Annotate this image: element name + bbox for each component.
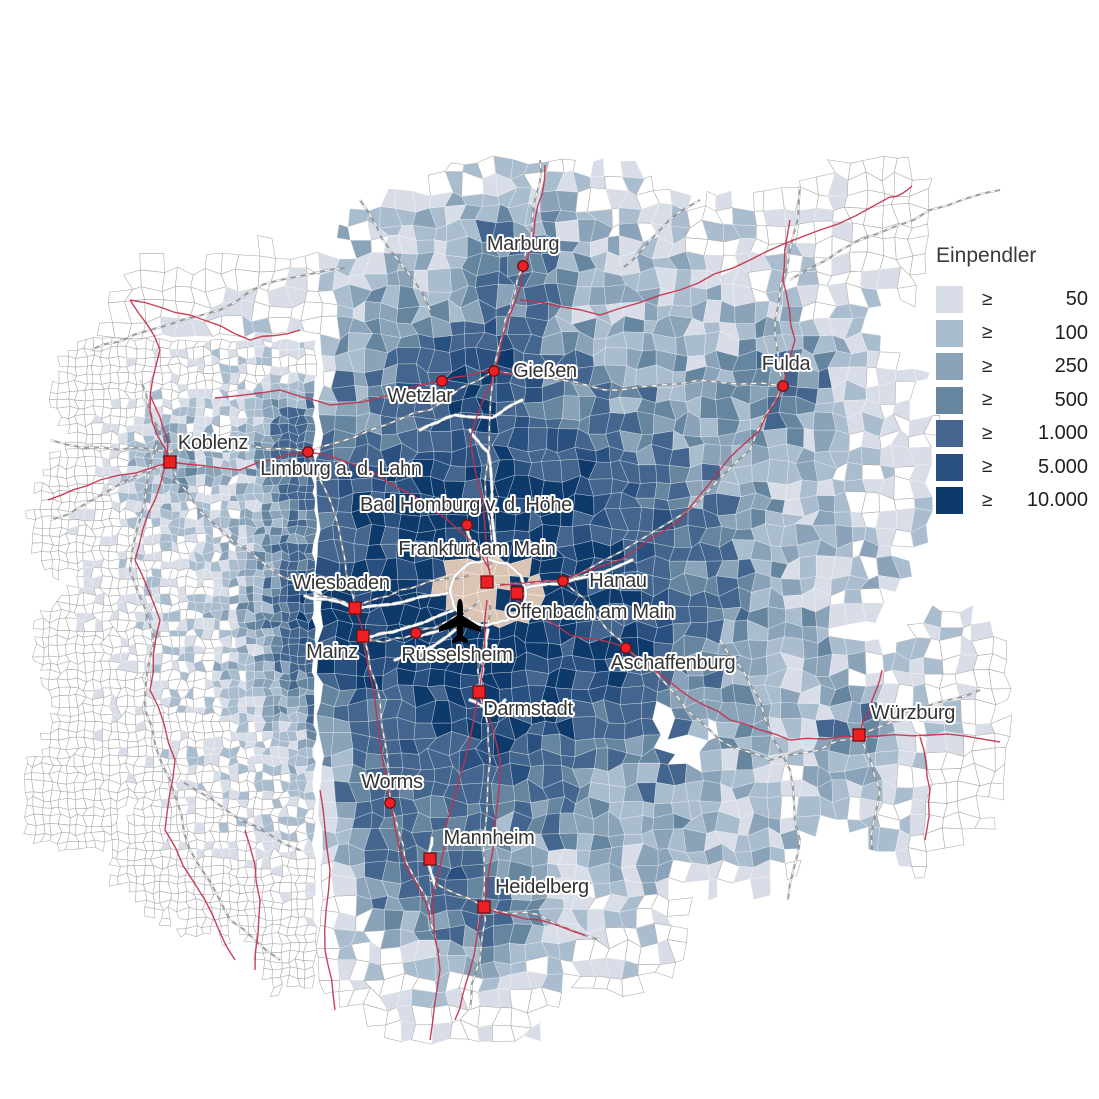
city-marker-frankfurt-am-main (480, 575, 494, 589)
city-marker-w-rzburg (852, 728, 866, 742)
legend-value: 50 (1065, 288, 1088, 311)
city-labels: Marburg Gießen Wetzlar Fulda Koblenz Limburg … (176, 231, 958, 900)
city-label-mannheim: Mannheim (444, 827, 535, 849)
city-label-wetzlar: Wetzlar (387, 385, 453, 407)
city-marker-aschaffenburg (620, 642, 632, 654)
city-label-darmstadt: Darmstadt (483, 698, 573, 720)
city-marker-wetzlar (436, 375, 448, 387)
legend-swatch (936, 453, 963, 481)
legend-operator: ≥ (982, 456, 993, 478)
city-marker-mainz (356, 629, 370, 643)
city-label-heidelberg: Heidelberg (495, 876, 589, 898)
legend-row: ≥1.000 (936, 420, 1088, 448)
city-label-mainz: Mainz (306, 641, 358, 663)
city-marker-bad-homburg-v-d-h-he (461, 519, 473, 531)
city-marker-limburg-a-d-lahn (302, 446, 314, 458)
legend-operator: ≥ (982, 355, 993, 377)
airport-plane-icon (439, 598, 481, 644)
legend-swatch (936, 353, 963, 381)
map-icons (439, 598, 481, 644)
city-label-r-sselsheim: Rüsselsheim (401, 644, 512, 666)
legend-value: 5.000 (1037, 455, 1088, 478)
city-marker-r-sselsheim (410, 627, 422, 639)
city-marker-worms (384, 797, 396, 809)
city-label-offenbach-am-main: Offenbach am Main (505, 601, 674, 623)
legend-value: 100 (1054, 321, 1088, 344)
legend-operator: ≥ (982, 288, 993, 310)
motorway-lines (303, 398, 634, 890)
city-label-bad-homburg-v-d-h-he: Bad Homburg v. d. Höhe (360, 494, 572, 516)
city-label-fulda: Fulda (762, 353, 812, 375)
legend-value: 250 (1054, 355, 1088, 378)
legend-value: 1.000 (1037, 422, 1088, 445)
city-label-limburg-a-d-lahn: Limburg a. d. Lahn (260, 458, 421, 480)
city-label-wiesbaden: Wiesbaden (292, 572, 389, 594)
city-marker-gie-en (488, 365, 500, 377)
legend-row: ≥50 (936, 286, 1088, 314)
city-marker-darmstadt (472, 685, 486, 699)
legend-value: 10.000 (1026, 489, 1088, 512)
legend-row: ≥100 (936, 319, 1088, 348)
city-marker-hanau (557, 575, 569, 587)
legend-title: Einpendler (936, 244, 1037, 267)
city-marker-fulda (777, 380, 789, 392)
legend-swatch (936, 487, 963, 515)
city-marker-mannheim (423, 852, 437, 866)
legend-swatch (936, 319, 963, 347)
legend-operator: ≥ (982, 389, 993, 411)
legend-swatch (936, 420, 963, 448)
city-label-gie-en: Gießen (513, 360, 577, 382)
legend-operator: ≥ (982, 489, 993, 511)
legend-swatch (936, 386, 963, 414)
city-label-koblenz: Koblenz (178, 432, 248, 454)
city-marker-offenbach-am-main (510, 586, 524, 600)
city-label-w-rzburg: Würzburg (871, 702, 955, 724)
city-label-frankfurt-am-main: Frankfurt am Main (398, 538, 555, 560)
legend-row: ≥250 (936, 353, 1088, 381)
legend-value: 500 (1054, 388, 1088, 411)
legend: Einpendler ≥50 ≥100 ≥250 ≥500 ≥1.000 ≥5.000 ≥1… (936, 244, 1088, 521)
legend-swatch (936, 286, 963, 314)
legend-row: ≥10.000 (936, 487, 1088, 515)
railway-lines (49, 159, 1001, 1011)
legend-operator: ≥ (982, 422, 993, 444)
legend-rows: ≥50 ≥100 ≥250 ≥500 ≥1.000 ≥5.000 ≥10.000 (936, 286, 1088, 515)
city-label-worms: Worms (361, 771, 423, 793)
city-marker-koblenz (163, 455, 177, 469)
city-marker-wiesbaden (348, 601, 362, 615)
legend-row: ≥5.000 (936, 453, 1088, 482)
city-markers (163, 260, 866, 914)
city-marker-heidelberg (477, 900, 491, 914)
city-label-marburg: Marburg (487, 233, 559, 255)
city-marker-marburg (517, 260, 529, 272)
city-label-aschaffenburg: Aschaffenburg (611, 652, 736, 674)
city-label-hanau: Hanau (589, 570, 646, 592)
road-lines (47, 164, 1001, 1041)
legend-row: ≥500 (936, 386, 1088, 415)
legend-operator: ≥ (982, 322, 993, 344)
